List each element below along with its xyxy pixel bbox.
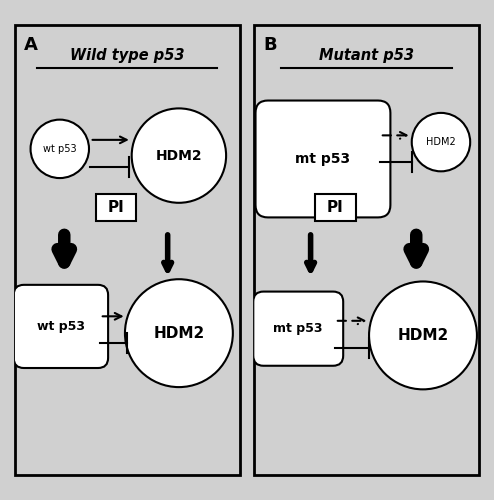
Text: HDM2: HDM2 [397,328,449,343]
Text: A: A [24,36,38,54]
Text: HDM2: HDM2 [153,326,205,340]
Text: PI: PI [108,200,124,215]
Text: wt p53: wt p53 [43,144,77,154]
Text: Mutant p53: Mutant p53 [319,48,414,63]
Circle shape [412,113,470,172]
Text: HDM2: HDM2 [426,137,456,147]
Text: mt p53: mt p53 [274,322,323,335]
Text: wt p53: wt p53 [37,320,85,333]
FancyBboxPatch shape [315,194,356,221]
Circle shape [31,120,89,178]
FancyBboxPatch shape [14,285,108,368]
Text: B: B [263,36,277,54]
Text: mt p53: mt p53 [295,152,351,166]
FancyBboxPatch shape [96,194,136,221]
Text: PI: PI [327,200,344,215]
Text: HDM2: HDM2 [156,148,202,162]
Circle shape [132,108,226,203]
Circle shape [125,279,233,387]
Text: Wild type p53: Wild type p53 [70,48,184,63]
FancyBboxPatch shape [255,100,390,218]
FancyBboxPatch shape [253,292,343,366]
Circle shape [369,282,477,390]
